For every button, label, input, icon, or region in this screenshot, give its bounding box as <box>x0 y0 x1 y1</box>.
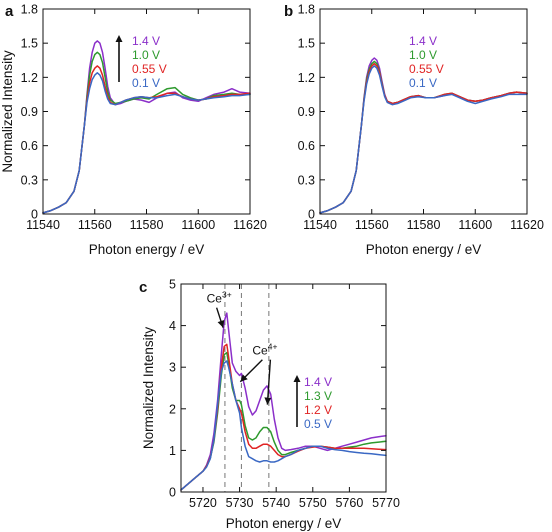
panel-letter: b <box>284 3 293 20</box>
y-tick-label: 4 <box>169 319 176 333</box>
legend-entry: 1.4 V <box>409 34 437 48</box>
y-tick-label: 1.5 <box>298 37 315 51</box>
y-tick-label: 0.3 <box>298 173 315 187</box>
series-line-1-3-V <box>180 351 387 491</box>
y-tick-label: 1.2 <box>21 71 38 85</box>
panel-c: c 5720 5730 5740 5750 5760 5770 0 1 2 3 4 5 Photon en… <box>139 278 400 532</box>
x-tick-label: 11540 <box>26 218 60 232</box>
y-tick-label: 0 <box>308 208 315 222</box>
y-tick-label: 3 <box>169 361 176 375</box>
panel-b: b 11540 11560 11580 11600 11620 0 0.3 0.6 0.9 1.2 1… <box>284 3 544 258</box>
annotation-arrow-head <box>264 397 272 405</box>
y-tick-label: 1.8 <box>21 3 38 17</box>
legend-entry: 0.5 V <box>304 417 332 431</box>
annotation-arrow-head <box>240 374 248 382</box>
legend-entry: 1.4 V <box>304 375 332 389</box>
annotation-arrow-head <box>217 319 225 328</box>
x-tick-label: 5730 <box>226 496 254 510</box>
x-tick-label: 5720 <box>189 496 217 510</box>
panel-letter: c <box>139 279 147 296</box>
y-tick-label: 0.6 <box>298 139 315 153</box>
x-tick-label: 11580 <box>407 218 441 232</box>
y-tick-label: 0 <box>169 486 176 500</box>
legend-entry: 1.0 V <box>409 48 437 62</box>
legend-entry: 0.55 V <box>132 62 167 76</box>
x-tick-label: 5770 <box>372 496 400 510</box>
series-line-0-1-V <box>319 65 528 214</box>
legend-entry: 0.1 V <box>409 76 437 90</box>
x-tick-label: 11600 <box>458 218 492 232</box>
x-tick-label: 11560 <box>78 218 112 232</box>
series-line-0-1-V <box>42 72 251 214</box>
y-tick-label: 1.5 <box>21 37 38 51</box>
annotation-4-plus: Ce4+ <box>252 342 277 358</box>
y-tick-label: 0.9 <box>298 105 315 119</box>
x-axis-label: Photon energy / eV <box>89 242 205 257</box>
y-tick-label: 2 <box>169 402 176 416</box>
series-line-1-2-V <box>180 343 387 491</box>
y-tick-label: 1.8 <box>298 3 315 17</box>
trend-arrow-head <box>293 375 301 382</box>
x-tick-label: 11620 <box>510 218 544 232</box>
legend-entry: 0.1 V <box>132 76 160 90</box>
x-tick-label: 11600 <box>181 218 215 232</box>
x-tick-label: 5750 <box>299 496 327 510</box>
annotation-arrow <box>266 359 272 405</box>
legend-entry: 0.55 V <box>409 62 444 76</box>
y-tick-label: 0.3 <box>21 173 38 187</box>
series-line-0-5-V <box>180 360 387 491</box>
x-tick-label: 5740 <box>262 496 290 510</box>
y-tick-label: 1.2 <box>298 71 315 85</box>
y-axis-label: Normalized Intensity <box>141 327 156 450</box>
x-axis-label: Photon energy / eV <box>226 516 342 531</box>
y-tick-label: 1 <box>169 444 176 458</box>
y-tick-label: 0 <box>31 208 38 222</box>
legend-entry: 1.2 V <box>304 403 332 417</box>
x-tick-label: 11620 <box>233 218 267 232</box>
annotation-3-plus: Ce3+ <box>207 290 232 306</box>
plot-frame <box>180 283 387 493</box>
series-line-1-4-V <box>180 312 387 491</box>
y-axis-label: Normalized Intensity <box>0 50 15 173</box>
x-tick-label: 11540 <box>303 218 337 232</box>
x-tick-label: 5760 <box>335 496 363 510</box>
y-tick-label: 5 <box>169 278 176 292</box>
legend-entry: 1.3 V <box>304 389 332 403</box>
trend-arrow-head <box>115 35 123 42</box>
x-axis-label: Photon energy / eV <box>366 242 482 257</box>
legend-entry: 1.0 V <box>132 48 160 62</box>
x-tick-label: 11580 <box>130 218 164 232</box>
panel-letter: a <box>5 3 14 20</box>
panel-a: a 11540 11560 11580 11600 11620 0 0.3 0.6 0.9 1.2 1… <box>0 3 267 258</box>
x-tick-label: 11560 <box>355 218 389 232</box>
y-tick-label: 0.6 <box>21 139 38 153</box>
y-tick-label: 0.9 <box>21 105 38 119</box>
legend-entry: 1.4 V <box>132 34 160 48</box>
